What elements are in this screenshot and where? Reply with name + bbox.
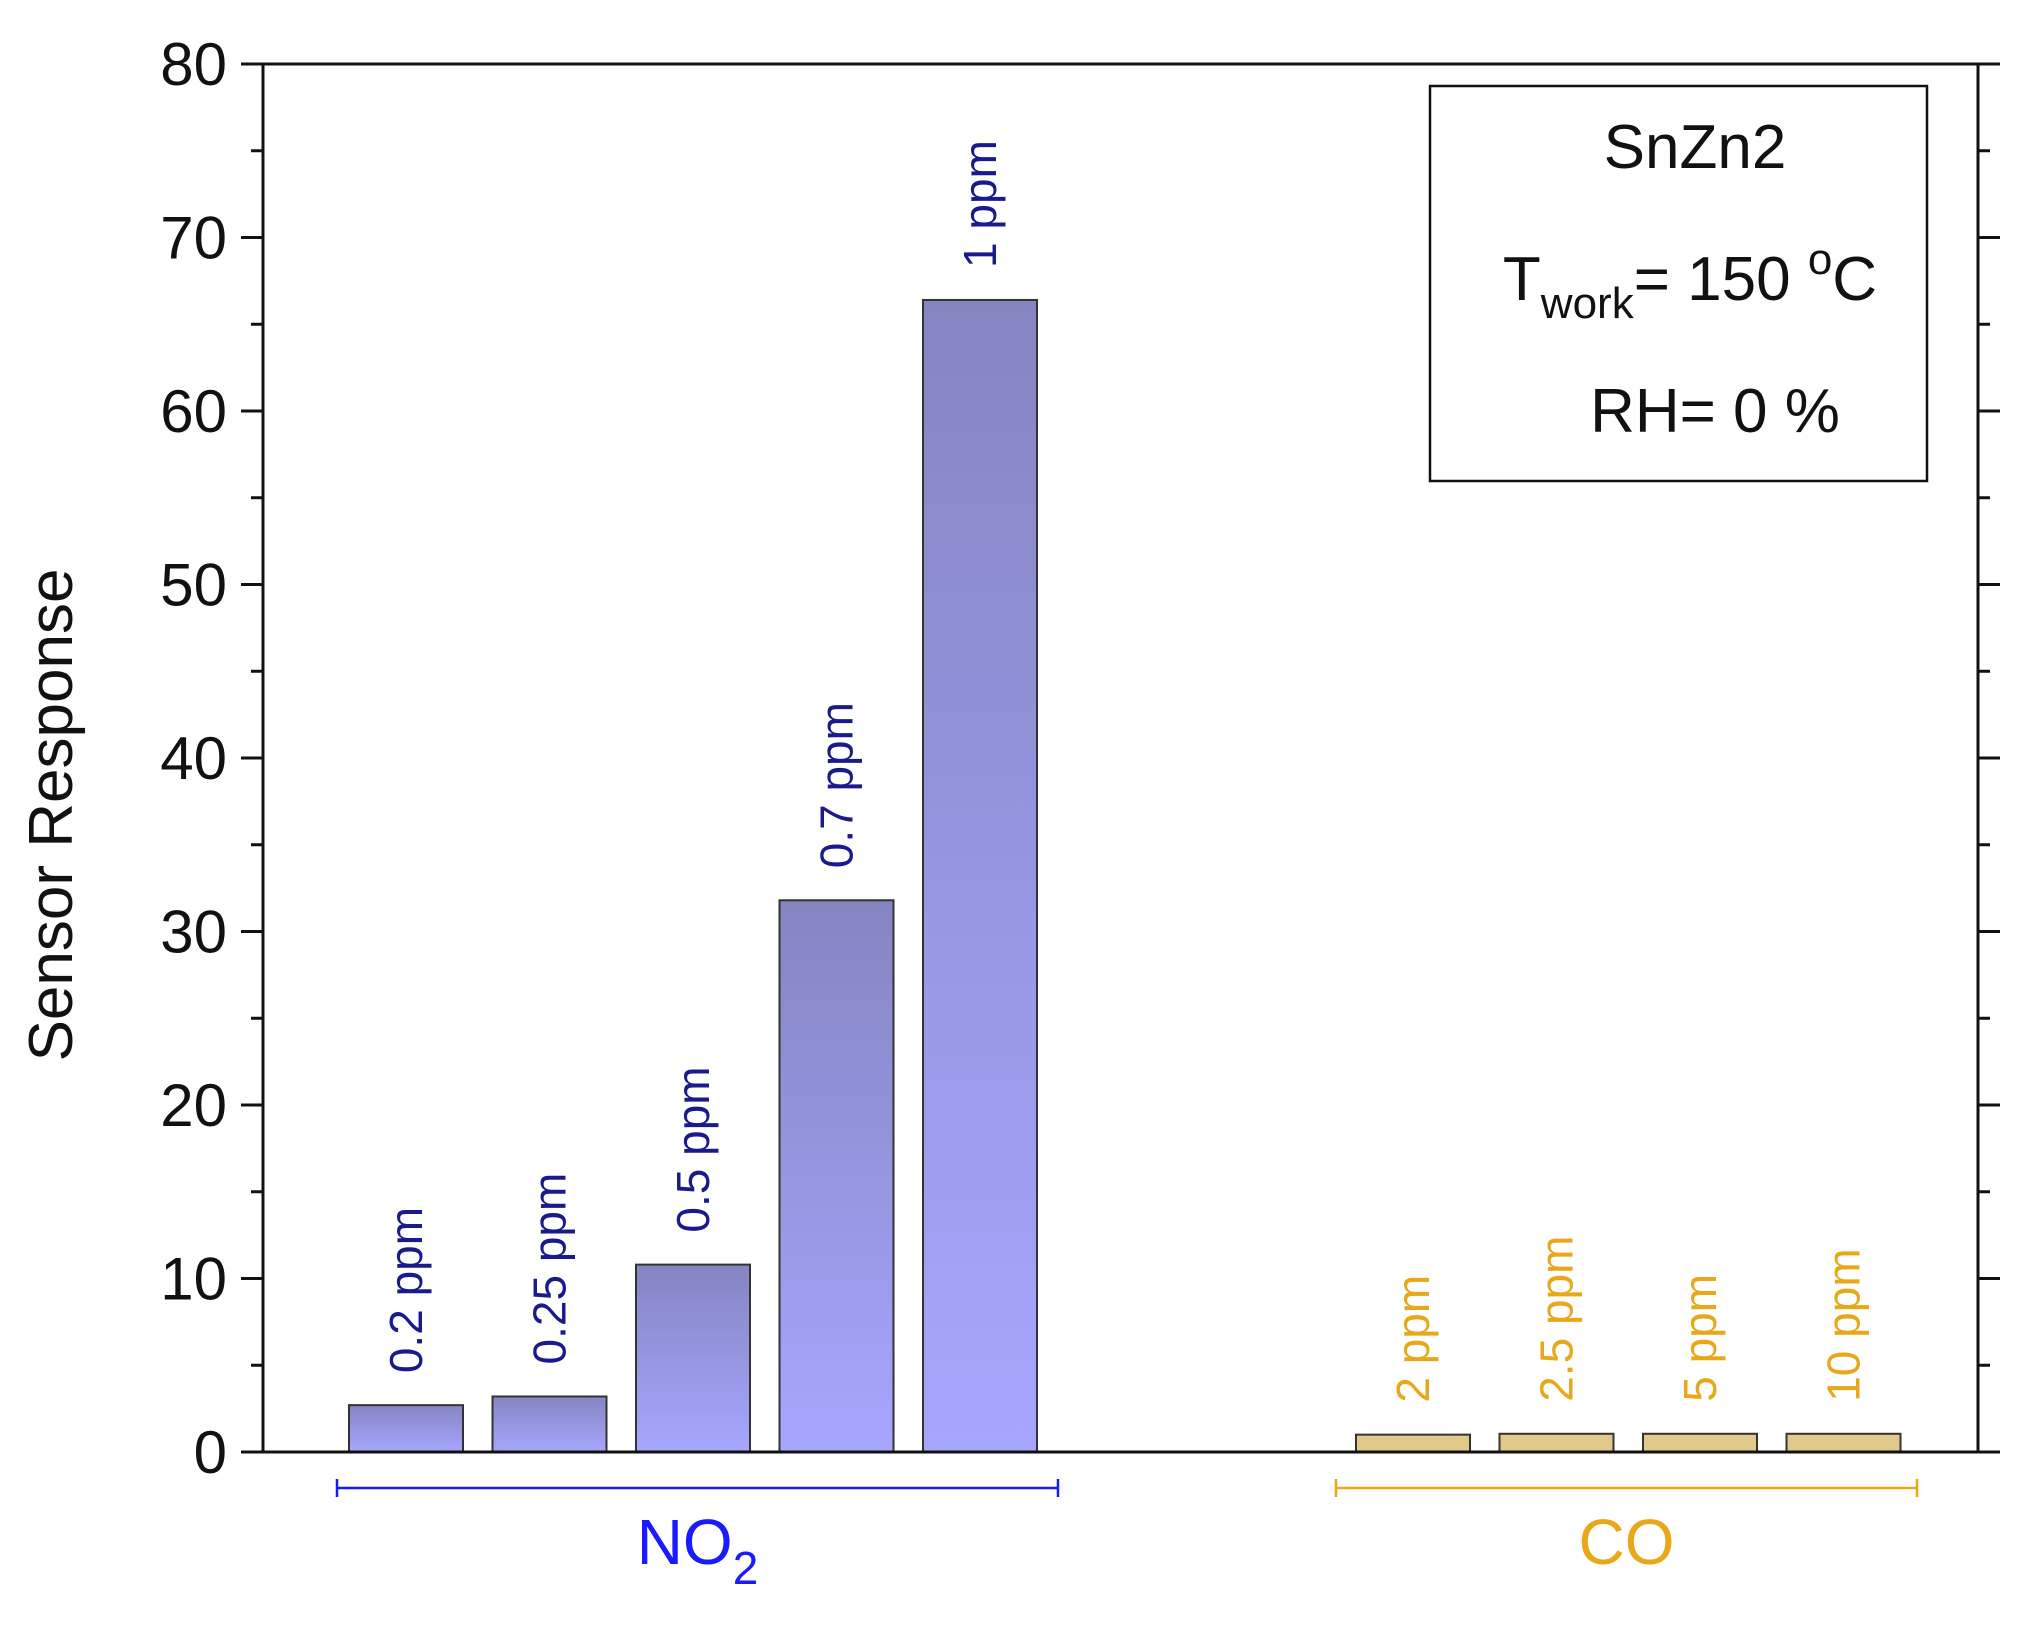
bar-no2-1 bbox=[348, 1404, 464, 1454]
bar-no2-5 bbox=[922, 298, 1038, 1454]
y-tick-label-20: 20 bbox=[160, 1072, 227, 1139]
temperature-symbol: T bbox=[1503, 245, 1541, 314]
bar-label-no2-4: 0.7 ppm bbox=[811, 702, 863, 868]
y-tick-label-40: 40 bbox=[160, 725, 227, 792]
bar-label-no2-5: 1 ppm bbox=[954, 140, 1006, 268]
bar-label-no2-3: 0.5 ppm bbox=[667, 1066, 719, 1232]
temperature-unit: C bbox=[1832, 245, 1877, 314]
y-tick-label-0: 0 bbox=[194, 1419, 227, 1486]
sample-name: SnZn2 bbox=[1604, 113, 1787, 182]
relative-humidity: RH= 0 % bbox=[1590, 377, 1840, 446]
bar-label-no2-2: 0.25 ppm bbox=[524, 1173, 576, 1365]
bar-co-2 bbox=[1498, 1432, 1615, 1453]
bar-label-co-1: 2 ppm bbox=[1387, 1275, 1439, 1403]
bar-label-co-3: 5 ppm bbox=[1674, 1274, 1726, 1402]
y-axis-title: Sensor Response bbox=[17, 569, 86, 1062]
bar-no2-3 bbox=[635, 1263, 751, 1453]
y-tick-label-70: 70 bbox=[160, 205, 227, 272]
group-labels-layer: NO2 CO bbox=[335, 1479, 1919, 1594]
bar-co-4 bbox=[1785, 1432, 1902, 1453]
bar-co-3 bbox=[1642, 1432, 1758, 1453]
bar-labels-layer: 0.2 ppm 0.25 ppm 0.5 ppm 0.7 ppm 1 ppm 2 ppm 2… bbox=[380, 140, 1870, 1403]
y-tick-label-10: 10 bbox=[160, 1246, 227, 1313]
temperature-value: = 150 bbox=[1634, 245, 1808, 314]
bar-co-1 bbox=[1355, 1433, 1471, 1454]
working-temperature: Twork= 150 oC bbox=[1503, 235, 1877, 328]
group-label-no2: NO2 bbox=[637, 1506, 759, 1594]
bar-label-no2-1: 0.2 ppm bbox=[380, 1207, 432, 1373]
y-tick-label-80: 80 bbox=[160, 31, 227, 98]
group-label-co: CO bbox=[1579, 1506, 1675, 1578]
y-tick-label-60: 60 bbox=[160, 378, 227, 445]
info-legend-frame bbox=[1428, 84, 1929, 483]
temperature-subscript: work bbox=[1540, 279, 1635, 328]
degree-superscript: o bbox=[1808, 235, 1832, 284]
y-tick-label-50: 50 bbox=[160, 552, 227, 619]
bar-label-co-2: 2.5 ppm bbox=[1531, 1236, 1583, 1402]
bar-label-co-4: 10 ppm bbox=[1818, 1248, 1870, 1401]
bars-layer bbox=[348, 298, 1902, 1454]
axes-layer: 0 10 20 30 40 50 60 70 80 bbox=[160, 31, 2000, 1486]
bar-no2-2 bbox=[491, 1395, 608, 1453]
y-tick-label-30: 30 bbox=[160, 899, 227, 966]
info-legend-box: SnZn2 Twork= 150 oC RH= 0 % bbox=[1428, 84, 1929, 483]
bar-no2-4 bbox=[778, 899, 895, 1453]
